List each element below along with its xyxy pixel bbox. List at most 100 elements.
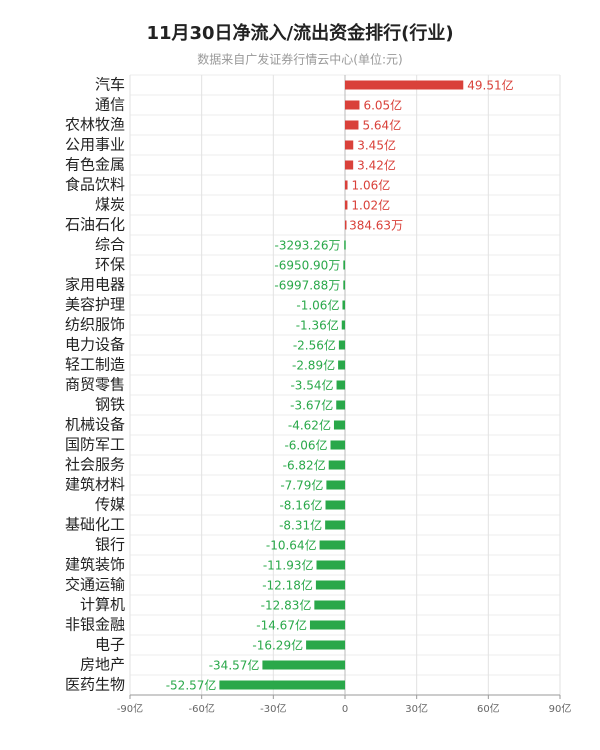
x-tick-label: -30亿 [260, 702, 286, 715]
x-tick-label: -90亿 [117, 702, 143, 715]
bar [325, 520, 345, 530]
bar [306, 640, 345, 650]
chart-subtitle: 数据来自广发证券行情云中心(单位:元) [197, 52, 402, 67]
value-label: 1.06亿 [352, 178, 391, 193]
y-tick-label: 医药生物 [65, 676, 125, 694]
bar [345, 80, 464, 90]
value-label: 1.02亿 [351, 198, 390, 213]
y-tick-label: 汽车 [95, 76, 125, 94]
y-tick-label: 交通运输 [65, 576, 125, 594]
bar [315, 580, 345, 590]
y-tick-label: 非银金融 [65, 616, 125, 634]
value-label: -6.06亿 [284, 438, 327, 453]
y-tick-label: 电力设备 [65, 336, 125, 354]
bar [345, 120, 359, 130]
y-tick-label: 机械设备 [65, 416, 125, 434]
value-label: 6.05亿 [363, 98, 402, 113]
bar [343, 260, 345, 270]
bar [325, 500, 345, 510]
value-label: -1.36亿 [296, 318, 339, 333]
value-label: -3.67亿 [290, 398, 333, 413]
value-label: -2.89亿 [292, 358, 335, 373]
bar [336, 400, 345, 410]
value-label: -11.93亿 [263, 558, 314, 573]
bar [345, 180, 348, 190]
value-label: -8.31亿 [279, 518, 322, 533]
x-tick-label: 30亿 [405, 702, 428, 715]
y-tick-label: 美容护理 [65, 296, 125, 314]
value-label: -6997.88万 [274, 279, 340, 293]
value-label: -3293.26万 [275, 239, 341, 253]
bar [338, 340, 345, 350]
y-tick-label: 房地产 [80, 656, 125, 674]
y-tick-label: 国防军工 [65, 436, 125, 454]
bar [345, 140, 354, 150]
bar [219, 680, 345, 690]
y-tick-label: 基础化工 [65, 516, 125, 534]
x-tick-label: 90亿 [549, 702, 572, 715]
value-label: -12.18亿 [262, 578, 313, 593]
value-label: -1.06亿 [296, 298, 339, 313]
bar [262, 660, 345, 670]
y-tick-label: 传媒 [95, 496, 125, 514]
y-tick-label: 银行 [95, 536, 125, 554]
y-tick-label: 计算机 [80, 596, 125, 614]
y-tick-label: 公用事业 [65, 136, 125, 154]
y-tick-label: 煤炭 [95, 196, 125, 214]
y-tick-label: 社会服务 [65, 456, 125, 474]
value-label: -3.54亿 [290, 378, 333, 393]
x-tick-label: 60亿 [477, 702, 500, 715]
value-label: -6950.90万 [274, 259, 340, 273]
value-label: -12.83亿 [261, 598, 312, 613]
y-tick-label: 电子 [95, 636, 125, 654]
bar [316, 560, 345, 570]
value-label: -16.29亿 [252, 638, 303, 653]
y-tick-label: 食品饮料 [65, 176, 125, 194]
bar [336, 380, 345, 390]
y-tick-label: 建筑装饰 [65, 556, 125, 574]
value-label: 49.51亿 [467, 78, 513, 93]
value-label: -10.64亿 [266, 538, 317, 553]
bar [345, 160, 354, 170]
x-tick-label: -60亿 [188, 702, 214, 715]
bar [342, 300, 345, 310]
y-tick-label: 商贸零售 [65, 376, 125, 394]
y-tick-label: 纺织服饰 [65, 316, 125, 334]
bar [326, 480, 345, 490]
bar [309, 620, 345, 630]
bar [343, 280, 345, 290]
bar [333, 420, 345, 430]
value-label: -52.57亿 [166, 678, 217, 693]
value-label: -6.82亿 [283, 458, 326, 473]
y-tick-label: 环保 [95, 256, 125, 274]
bar [345, 200, 348, 210]
bar [319, 540, 345, 550]
y-tick-label: 钢铁 [95, 396, 125, 414]
y-tick-label: 石油石化 [65, 216, 125, 234]
value-label: -2.56亿 [293, 338, 336, 353]
bar [341, 320, 345, 330]
chart-title: 11月30日净流入/流出资金排行(行业) [146, 22, 453, 44]
value-label: -8.16亿 [279, 498, 322, 513]
bar [345, 100, 360, 110]
y-tick-label: 农林牧渔 [65, 116, 125, 134]
value-label: -34.57亿 [209, 658, 260, 673]
value-label: -4.62亿 [288, 418, 331, 433]
bar [344, 240, 346, 250]
y-tick-label: 家用电器 [65, 276, 125, 294]
y-tick-label: 综合 [95, 236, 125, 254]
value-label: 384.63万 [349, 219, 403, 233]
bar [338, 360, 345, 370]
bar [314, 600, 345, 610]
y-tick-label: 通信 [95, 96, 125, 114]
y-tick-label: 有色金属 [65, 156, 125, 174]
value-label: -7.79亿 [280, 478, 323, 493]
value-label: 3.45亿 [357, 138, 396, 153]
y-tick-label: 轻工制造 [65, 356, 125, 374]
x-tick-label: 0 [342, 704, 348, 715]
bar [330, 440, 345, 450]
value-label: 3.42亿 [357, 158, 396, 173]
y-tick-label: 建筑材料 [65, 476, 125, 494]
bar [345, 220, 347, 230]
